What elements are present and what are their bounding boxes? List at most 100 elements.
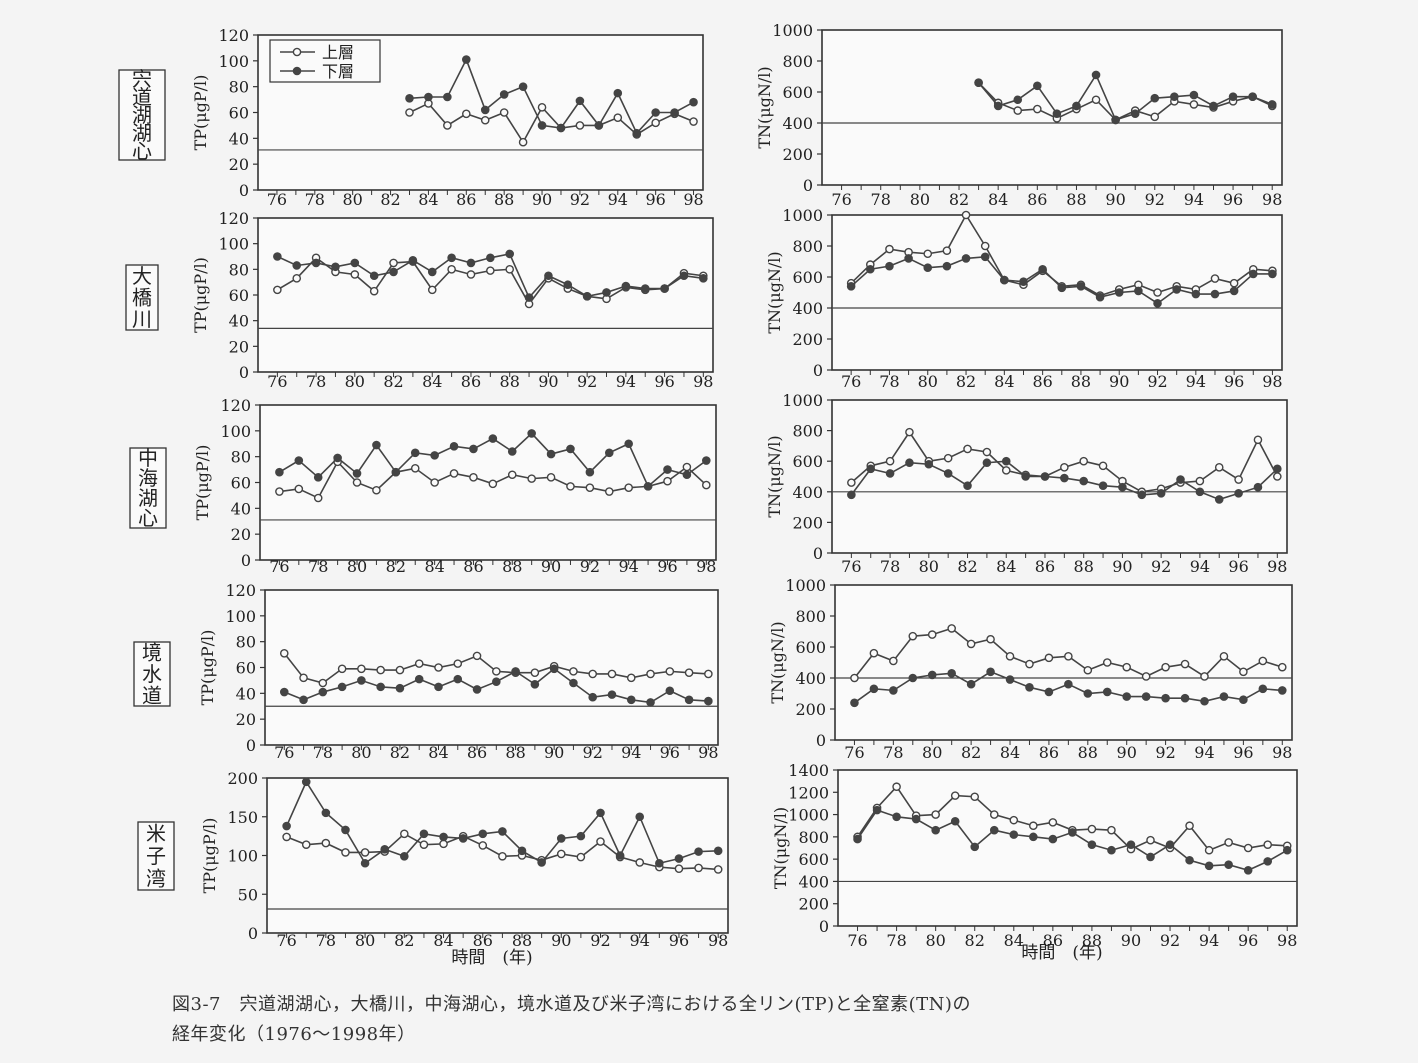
site-label-5: 米子湾: [137, 821, 175, 891]
lower-layer-point: [1282, 845, 1292, 855]
chart-panel-4: 0 200 400 600 800 1000 76 78 80 82 84 86 88 90 92 94 96 9…: [765, 206, 1283, 391]
plot-frame: [266, 777, 729, 934]
plot-frame: [834, 584, 1293, 741]
lower-layer-point: [357, 676, 366, 685]
upper-layer-point: [569, 667, 578, 676]
y-tick-label: 120: [225, 581, 256, 600]
x-tick-label: 92: [1147, 372, 1167, 391]
site-label-box: [133, 641, 171, 707]
x-tick-label: 90: [1105, 190, 1125, 209]
upper-layer-point: [646, 669, 655, 679]
y-axis-label: TP(μgP/l): [191, 75, 210, 151]
upper-layer-point: [449, 469, 459, 478]
upper-layer-point: [1258, 656, 1268, 666]
lower-layer-point: [1150, 93, 1160, 103]
x-tick-label: 98: [693, 372, 713, 391]
upper-layer-point: [1204, 845, 1214, 855]
lower-layer-point: [613, 88, 623, 98]
lower-layer-point: [1068, 828, 1077, 837]
x-tick-label: 96: [1238, 931, 1258, 950]
upper-layer-point: [613, 113, 623, 122]
upper-layer-point: [908, 631, 918, 641]
site-label-box: [137, 821, 175, 891]
lower-layer-point: [414, 674, 424, 684]
site-label-char: 米: [146, 821, 166, 845]
lower-layer-point: [640, 284, 650, 293]
lower-layer-point: [443, 92, 452, 102]
lower-layer-point: [341, 825, 350, 835]
lower-layer-point: [517, 846, 527, 856]
lower-layer-point: [626, 695, 636, 705]
y-tick-label: 40: [229, 312, 249, 331]
lower-layer-point: [1156, 489, 1166, 498]
lower-layer-point: [665, 686, 675, 696]
upper-layer-point: [400, 829, 409, 839]
site-label-char: 道: [132, 85, 152, 109]
upper-layer-point: [299, 673, 308, 683]
site-label-char: 湖: [138, 486, 158, 510]
lower-layer-point: [980, 252, 990, 262]
y-tick-label: 120: [220, 396, 251, 415]
y-tick-label: 600: [792, 268, 823, 287]
y-tick-label: 600: [792, 452, 823, 471]
x-tick-label: 98: [1267, 557, 1287, 576]
lower-layer-point: [1025, 683, 1034, 692]
upper-layer-point: [478, 841, 488, 850]
x-tick-label: 82: [390, 743, 410, 762]
lower-layer-point: [1214, 495, 1224, 504]
lower-layer-point: [544, 271, 553, 281]
y-tick-label: 50: [238, 885, 258, 904]
upper-layer-point: [369, 286, 379, 296]
legend-lower-marker: [292, 66, 302, 76]
site-label-box: [118, 69, 166, 161]
chart-panel-6: 0 200 400 600 800 1000 76 78 80 82 84 86 88 90 92 94 96 9…: [765, 391, 1288, 576]
upper-layer-point: [850, 673, 859, 683]
x-tick-label: 98: [1272, 743, 1292, 762]
upper-layer-point: [665, 667, 675, 676]
lower-layer-point: [376, 682, 385, 692]
lower-layer-point: [1095, 292, 1105, 302]
lower-layer-point: [1130, 109, 1140, 118]
site-label-char: 境: [142, 641, 162, 665]
upper-layer-point: [318, 678, 328, 688]
upper-layer-point: [905, 427, 914, 437]
lower-layer-point: [391, 467, 401, 477]
lower-layer-point: [434, 682, 443, 692]
lower-layer-point: [1141, 692, 1151, 701]
lower-layer-point: [872, 805, 882, 815]
lower-layer-point: [699, 274, 708, 283]
lower-layer-point: [575, 96, 585, 106]
lower-layer-point: [313, 473, 323, 482]
lower-layer-point: [1044, 687, 1054, 697]
upper-layer-point: [931, 810, 940, 819]
x-tick-label: 94: [1184, 190, 1204, 209]
lower-layer-point: [1263, 857, 1273, 866]
upper-layer-point: [1263, 840, 1273, 849]
upper-layer-point: [588, 669, 598, 679]
lower-layer-point: [1057, 283, 1067, 293]
upper-layer-point: [350, 270, 360, 279]
x-tick-label: 76: [841, 372, 861, 391]
upper-layer-point: [546, 473, 556, 482]
lower-layer-point: [927, 670, 937, 680]
y-tick-label: 0: [239, 363, 249, 382]
upper-layer-point: [505, 265, 515, 274]
lower-layer-point: [537, 121, 547, 130]
lower-layer-point: [505, 249, 515, 259]
x-tick-label: 98: [683, 190, 703, 209]
y-tick-label: 1400: [788, 761, 829, 780]
upper-layer-point: [453, 659, 463, 668]
site-label-3: 中海湖心: [129, 446, 167, 530]
upper-layer-point: [1005, 652, 1015, 661]
lower-layer-point: [488, 434, 498, 443]
y-tick-label: 0: [803, 176, 813, 195]
lower-layer-point: [546, 449, 556, 459]
lower-layer-point: [518, 82, 528, 91]
y-tick-label: 120: [218, 209, 249, 228]
lower-layer-point: [1005, 675, 1015, 684]
upper-layer-point: [575, 121, 585, 130]
y-tick-label: 800: [782, 52, 813, 71]
y-tick-label: 100: [220, 422, 251, 441]
figure-caption-line1: 図3-7 宍道湖湖心，大橋川，中海湖心，境水道及び米子湾における全リン(TP)と…: [172, 994, 971, 1015]
upper-layer-point: [885, 244, 894, 254]
